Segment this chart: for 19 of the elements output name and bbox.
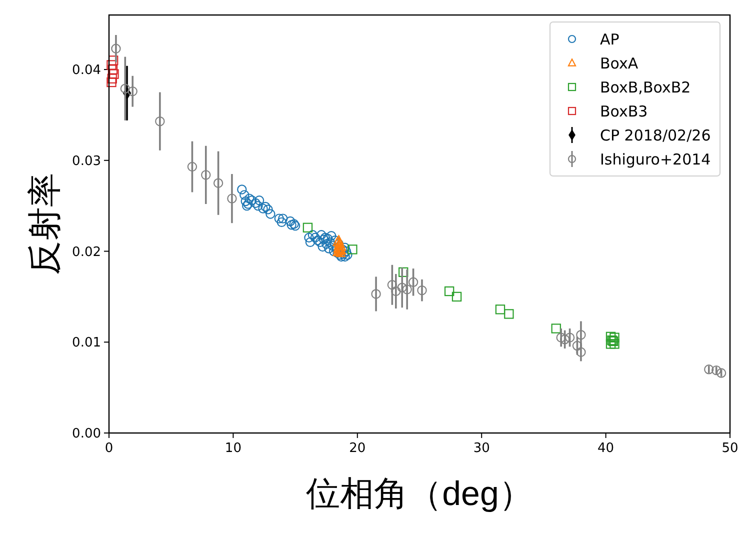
- x-tick-label: 10: [224, 441, 242, 456]
- y-axis-title: 反射率: [26, 173, 64, 275]
- legend-label: BoxA: [600, 54, 639, 72]
- y-tick-label: 0.00: [72, 426, 101, 442]
- x-tick-label: 40: [598, 441, 614, 456]
- legend-label: BoxB3: [600, 102, 648, 120]
- legend-label: Ishiguro+2014: [600, 150, 711, 168]
- y-tick-label: 0.03: [72, 154, 101, 169]
- x-axis-title: 位相角（deg）: [306, 475, 533, 513]
- legend-label: BoxB,BoxB2: [600, 78, 691, 96]
- x-tick-label: 0: [104, 441, 114, 456]
- x-tick-label: 20: [349, 441, 366, 456]
- x-tick-label: 50: [722, 441, 738, 456]
- x-tick-label: 30: [473, 441, 490, 456]
- y-tick-label: 0.02: [72, 244, 101, 260]
- legend-label: CP 2018/02/26: [600, 126, 711, 144]
- legend-label: AP: [600, 30, 620, 48]
- y-tick-label: 0.04: [72, 63, 101, 78]
- y-tick-label: 0.01: [72, 336, 101, 351]
